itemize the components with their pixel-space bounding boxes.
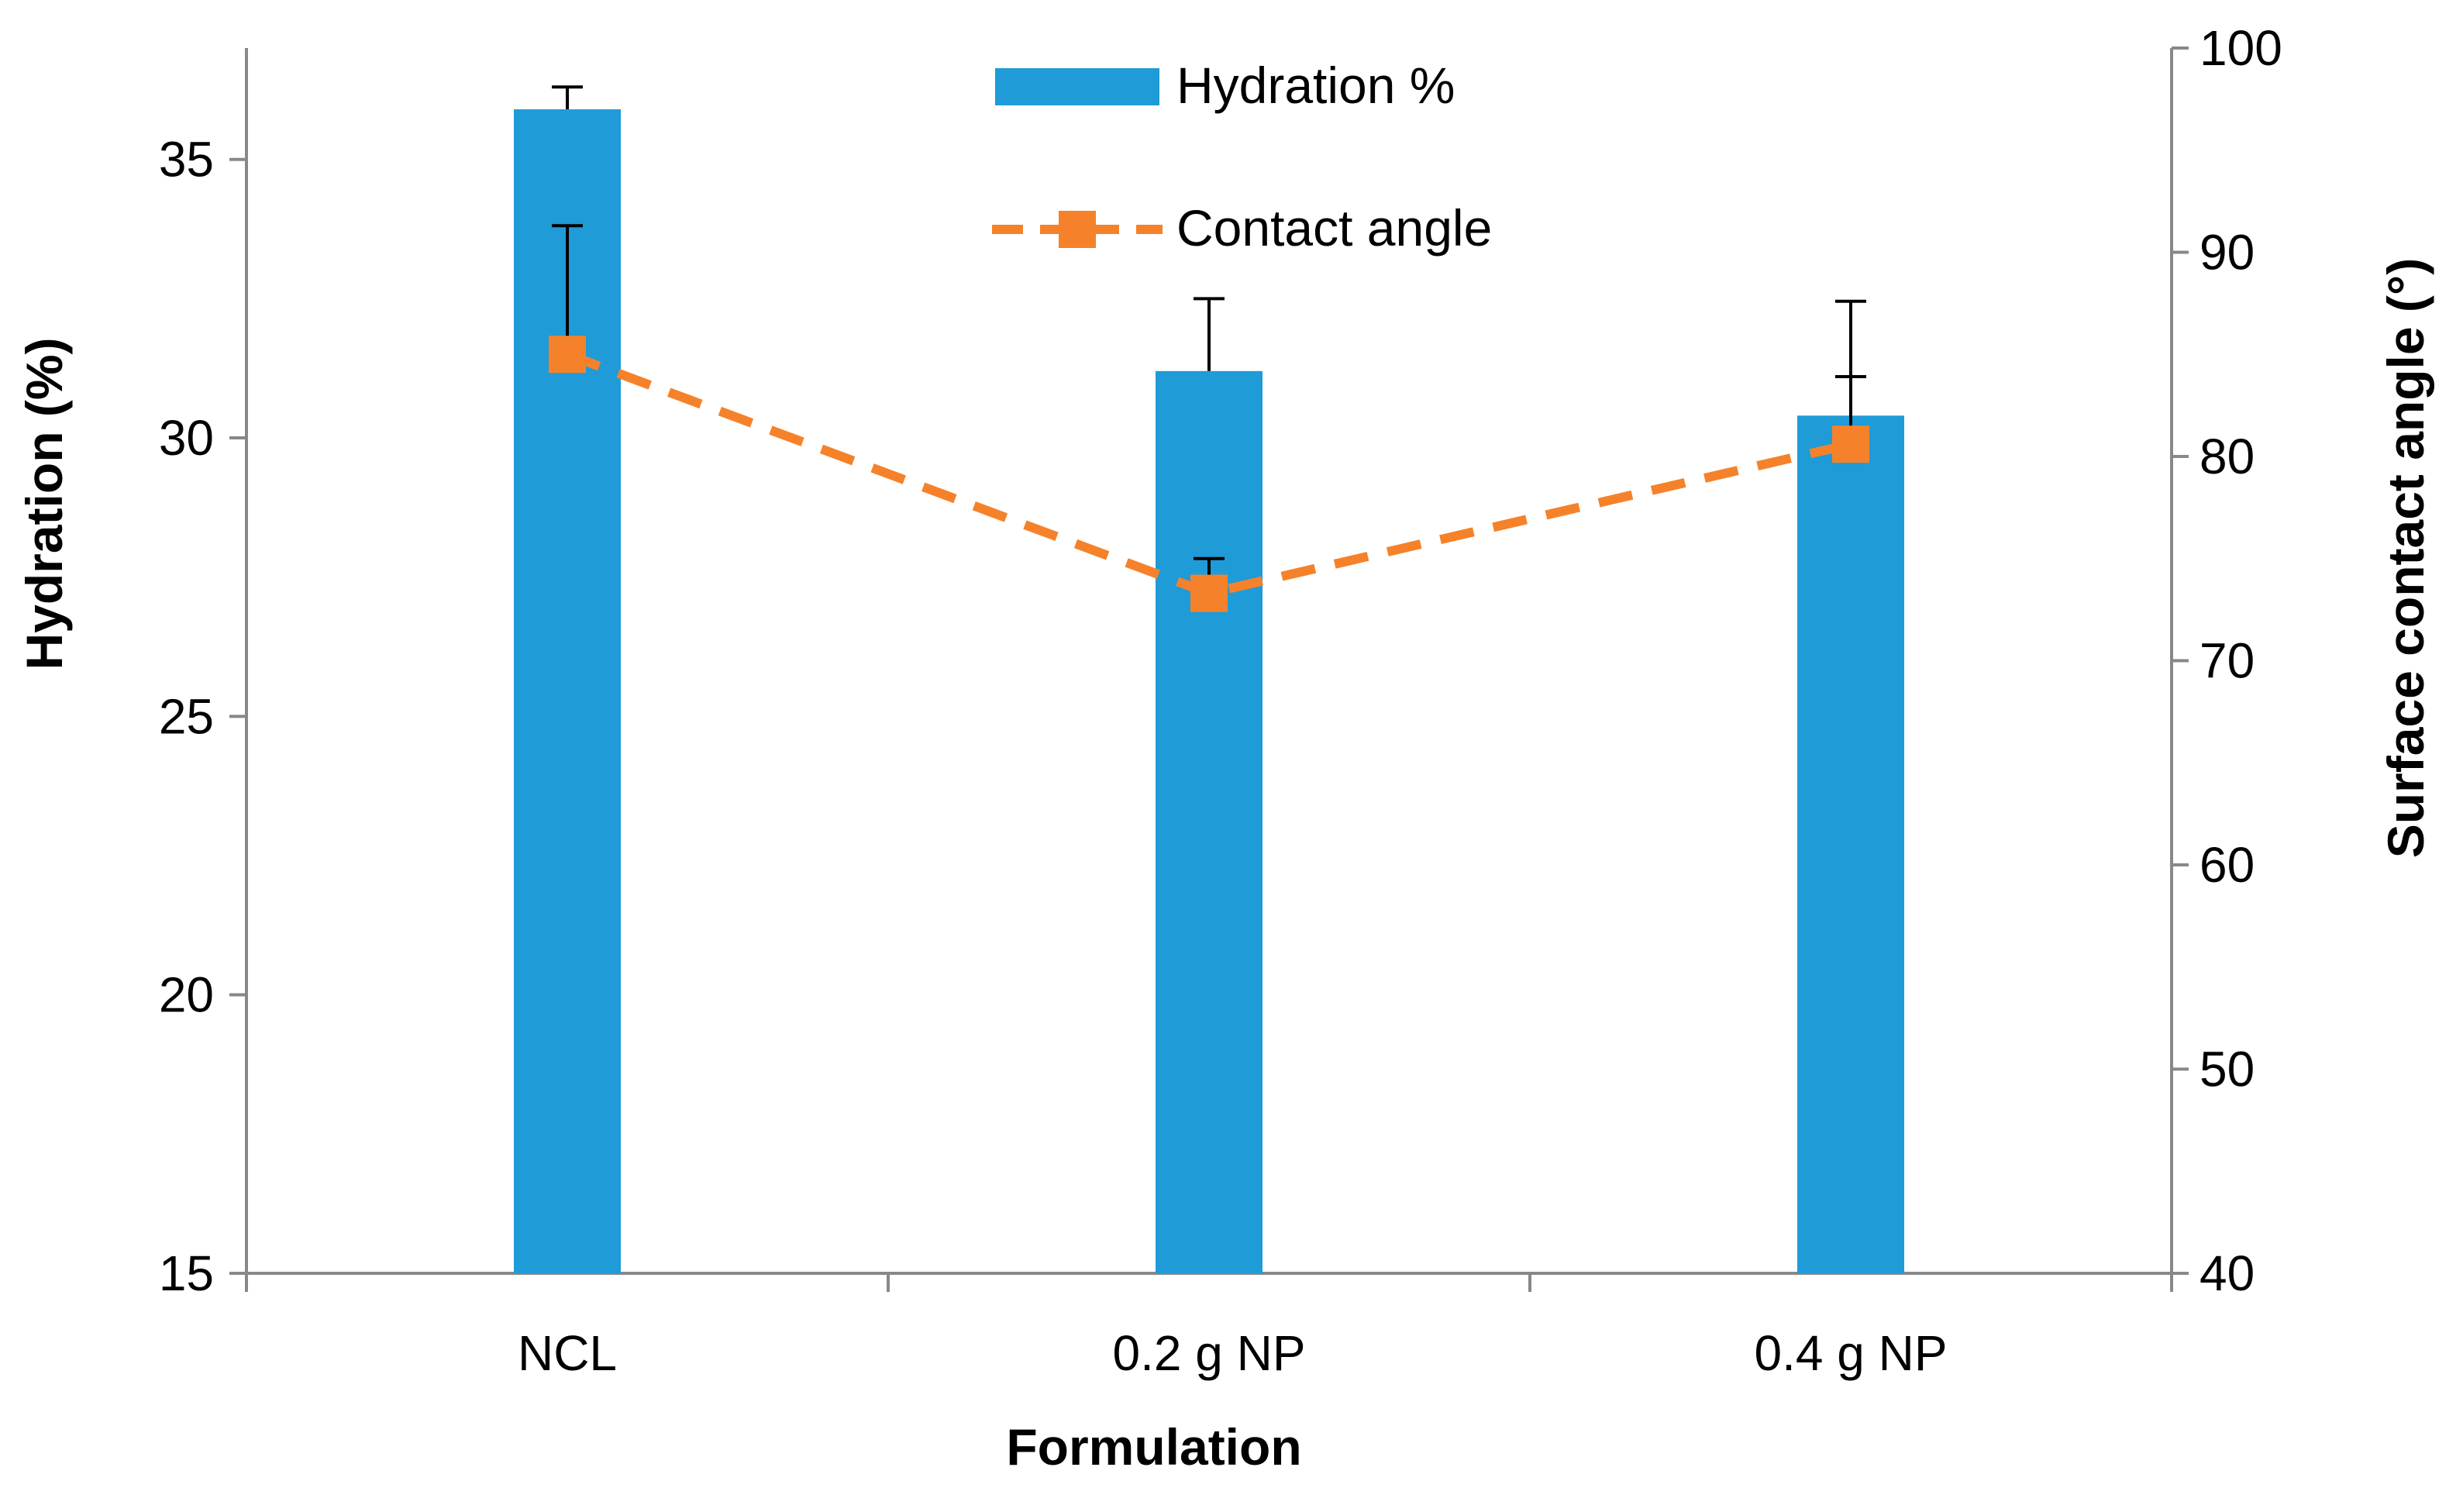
- x-tick-label: NCL: [518, 1325, 617, 1381]
- y2-tick-label: 40: [2199, 1245, 2255, 1301]
- x-axis-title: Formulation: [1006, 1418, 1301, 1476]
- y2-tick-label: 90: [2199, 225, 2255, 281]
- y-tick-label: 25: [159, 688, 214, 744]
- y2-tick-label: 100: [2199, 20, 2282, 76]
- contact-angle-marker: [549, 336, 586, 374]
- y-tick-label: 35: [159, 132, 214, 188]
- legend: Hydration % Contact angle: [992, 57, 1492, 257]
- bars-layer: [514, 85, 1904, 1273]
- legend-label-contact-angle: Contact angle: [1176, 199, 1492, 257]
- bar: [1156, 370, 1263, 1273]
- bar: [1797, 415, 1904, 1273]
- x-tick-label: 0.2 g NP: [1112, 1325, 1305, 1381]
- legend-label-hydration: Hydration %: [1176, 57, 1455, 114]
- y-axis-title: Hydration (%): [16, 338, 73, 670]
- x-tick-label: 0.4 g NP: [1754, 1325, 1947, 1381]
- legend-swatch-hydration: [995, 68, 1159, 105]
- y-tick-label: 15: [159, 1245, 214, 1301]
- y2-tick-label: 80: [2199, 429, 2255, 484]
- y2-tick-label: 70: [2199, 633, 2255, 689]
- y-tick-label: 30: [159, 410, 214, 466]
- y-tick-label: 20: [159, 967, 214, 1023]
- labels-layer: 15 20 25 30 35 40 50 60 70 80 90 100 NCL 0.2 g NP 0.4 …: [159, 20, 2282, 1381]
- legend-marker-contact-angle: [1059, 211, 1096, 248]
- contact-angle-marker: [1190, 574, 1228, 612]
- line-layer: [549, 224, 1869, 612]
- contact-angle-marker: [1832, 425, 1869, 463]
- y2-tick-label: 60: [2199, 837, 2255, 893]
- y2-axis-title: Surface contact angle (°): [2377, 258, 2434, 859]
- y2-tick-label: 50: [2199, 1042, 2255, 1097]
